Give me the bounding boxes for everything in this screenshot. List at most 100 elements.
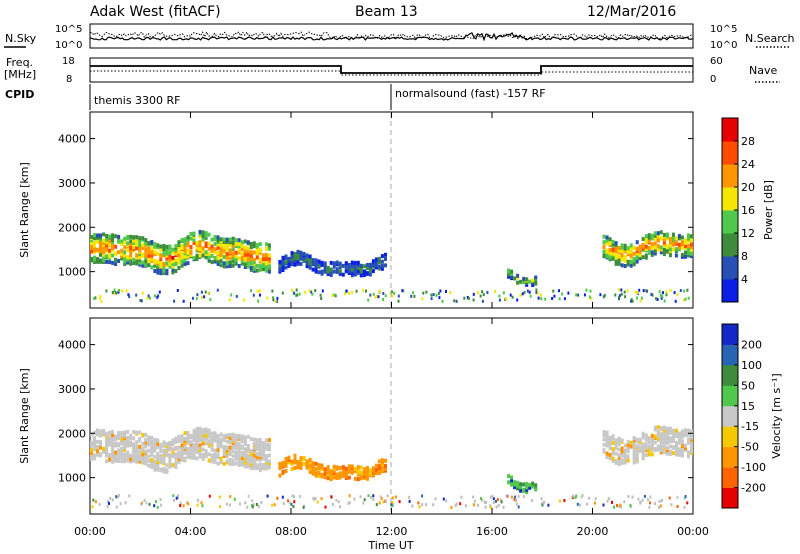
scatter-cell xyxy=(123,447,127,452)
scatter-cell xyxy=(153,443,157,448)
scatter-cell xyxy=(225,448,229,453)
scatter-cell xyxy=(183,248,187,253)
ground-clutter-cell xyxy=(578,503,581,507)
ground-clutter-cell xyxy=(331,293,334,297)
scatter-cell xyxy=(632,436,636,441)
scatter-cell xyxy=(623,255,627,260)
scatter-cell xyxy=(120,440,124,445)
scatter-cell xyxy=(96,449,99,454)
scatter-cell xyxy=(296,459,300,464)
scatter-cell xyxy=(123,250,127,255)
scatter-cell xyxy=(635,249,639,254)
ground-clutter-cell xyxy=(642,289,645,293)
scatter-cell xyxy=(525,280,529,285)
noise-panel: N.Sky 10^5 10^0 10^5 10^0 N.Search xyxy=(4,23,795,51)
scatter-cell xyxy=(228,435,232,440)
scatter-cell xyxy=(365,271,369,276)
scatter-cell xyxy=(335,465,339,470)
ground-clutter-cell xyxy=(393,291,396,295)
scatter-cell xyxy=(117,259,121,263)
scatter-cell xyxy=(240,247,244,252)
ground-clutter-cell xyxy=(618,288,621,292)
scatter-cell xyxy=(90,432,93,437)
scatter-cell xyxy=(234,261,238,266)
scatter-cell xyxy=(617,442,621,447)
scatter-cell xyxy=(150,447,154,452)
scatter-cell xyxy=(662,237,666,242)
scatter-cell xyxy=(632,445,636,450)
scatter-cell xyxy=(635,444,639,449)
ground-clutter-cell xyxy=(334,294,337,298)
ground-clutter-cell xyxy=(563,297,566,301)
scatter-cell xyxy=(111,442,115,446)
scatter-cell xyxy=(284,260,288,265)
ground-clutter-cell xyxy=(298,292,301,296)
scatter-cell xyxy=(287,455,291,460)
scatter-cell xyxy=(207,458,211,463)
scatter-cell xyxy=(632,451,636,455)
scatter-cell xyxy=(510,269,514,274)
scatter-cell xyxy=(162,440,166,445)
scatter-cell xyxy=(159,454,163,458)
scatter-cell xyxy=(237,441,241,446)
scatter-cell xyxy=(195,444,199,449)
date-title: 12/Mar/2016 xyxy=(587,4,676,20)
velocity-ylabel: Slant Range [km] xyxy=(18,368,31,464)
ground-clutter-cell xyxy=(497,503,500,507)
scatter-cell xyxy=(365,263,369,267)
scatter-cell xyxy=(644,253,648,258)
scatter-cell xyxy=(326,272,330,276)
scatter-cell xyxy=(267,453,271,458)
scatter-cell xyxy=(162,467,166,471)
colorbar-tick-label: 20 xyxy=(741,181,755,194)
scatter-cell xyxy=(264,453,268,458)
colorbar-tick-label: 100 xyxy=(741,359,762,372)
scatter-cell xyxy=(674,253,678,258)
scatter-cell xyxy=(147,261,151,266)
ground-clutter-cell xyxy=(463,296,466,300)
scatter-cell xyxy=(192,256,196,261)
scatter-cell xyxy=(210,244,214,249)
scatter-cell xyxy=(656,436,660,441)
scatter-cell xyxy=(380,263,384,268)
scatter-cell xyxy=(102,238,106,243)
scatter-cell xyxy=(626,458,630,463)
velocity-scatter-cells xyxy=(90,425,693,509)
scatter-cell xyxy=(264,466,268,471)
scatter-cell xyxy=(261,441,265,446)
scatter-cell xyxy=(192,444,196,449)
scatter-cell xyxy=(225,243,229,248)
ground-clutter-cell xyxy=(310,290,313,294)
scatter-cell xyxy=(332,261,336,266)
scatter-cell xyxy=(264,442,268,447)
scatter-cell xyxy=(132,450,136,455)
ground-clutter-cell xyxy=(304,290,307,294)
scatter-cell xyxy=(243,239,247,244)
scatter-cell xyxy=(653,235,657,240)
scatter-cell xyxy=(662,428,666,433)
ground-clutter-cell xyxy=(504,297,507,300)
scatter-cell xyxy=(320,463,324,468)
ground-clutter-cell xyxy=(296,293,299,297)
ground-clutter-cell xyxy=(509,293,512,297)
scatter-cell xyxy=(365,465,369,470)
scatter-cell xyxy=(150,435,154,440)
x-tick-label: 00:00 xyxy=(677,525,709,538)
scatter-cell xyxy=(680,235,684,240)
scatter-cell xyxy=(186,254,190,259)
ground-clutter-cell xyxy=(620,505,623,509)
scatter-cell xyxy=(632,251,636,256)
scatter-cell xyxy=(93,248,96,253)
scatter-cell xyxy=(249,261,253,266)
ground-clutter-cell xyxy=(552,289,555,293)
scatter-cell xyxy=(608,251,612,256)
scatter-cell xyxy=(207,255,211,260)
scatter-cell xyxy=(255,268,259,273)
scatter-cell xyxy=(602,249,606,254)
ground-clutter-cell xyxy=(521,292,524,296)
noise-search-trace xyxy=(90,30,694,41)
ground-clutter-cell xyxy=(154,294,156,298)
scatter-cell xyxy=(225,450,229,455)
scatter-cell xyxy=(192,448,196,453)
scatter-cell xyxy=(201,230,205,235)
